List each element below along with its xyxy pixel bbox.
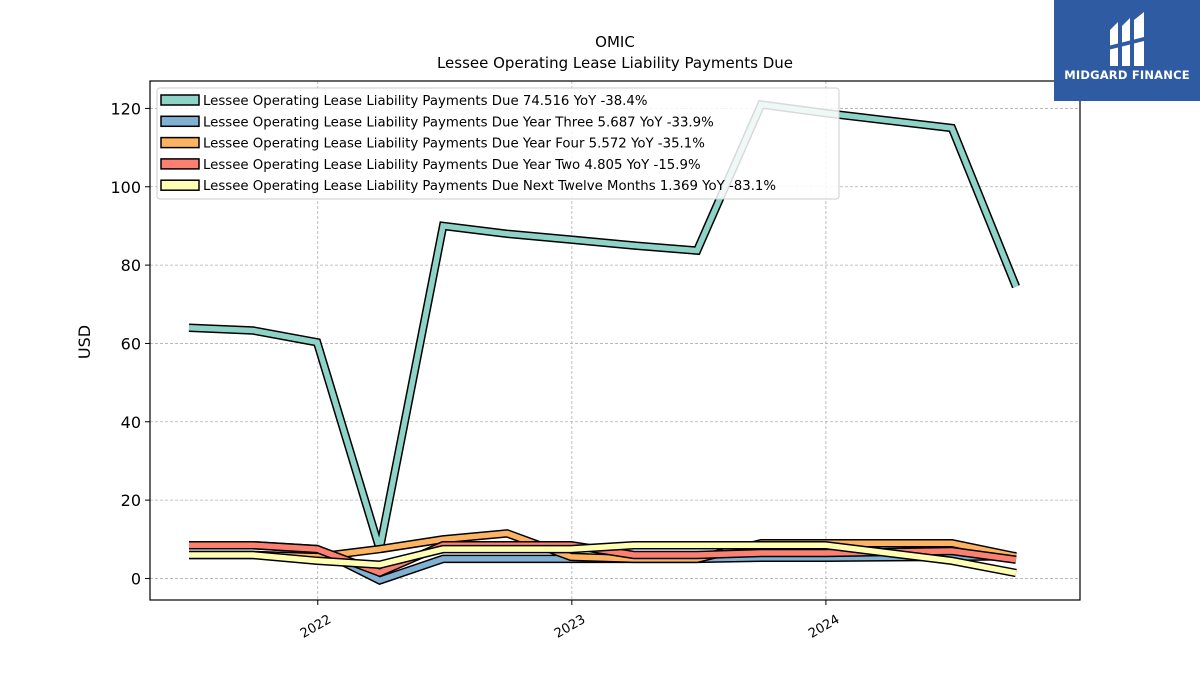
midgard-logo-icon [1108, 12, 1148, 66]
legend-swatch [160, 158, 200, 170]
brand-name: MIDGARD FINANCE [1064, 68, 1190, 82]
y-tick-label: 120 [110, 99, 141, 118]
x-tick-label: 2024 [806, 612, 842, 642]
y-tick-label: 20 [121, 491, 141, 510]
legend-entry: Lessee Operating Lease Liability Payment… [203, 179, 776, 194]
y-tick-label: 60 [121, 334, 141, 353]
x-tick-label: 2023 [552, 612, 588, 642]
y-tick-label: 40 [121, 413, 141, 432]
brand-logo: MIDGARD FINANCE [1054, 0, 1200, 101]
legend-swatch [160, 179, 200, 191]
legend-entry: Lessee Operating Lease Liability Payment… [203, 158, 701, 173]
y-axis-label: USD [75, 325, 94, 359]
series-stroke [189, 542, 1017, 576]
plot-frame [149, 80, 1081, 601]
legend-entry: Lessee Operating Lease Liability Payment… [203, 94, 648, 109]
legend-swatch [160, 94, 200, 106]
legend-box [156, 87, 840, 200]
y-tick-label: 0 [131, 569, 141, 588]
legend-entry: Lessee Operating Lease Liability Payment… [203, 115, 714, 130]
legend-entry: Lessee Operating Lease Liability Payment… [203, 137, 705, 152]
y-tick-label: 80 [121, 256, 141, 275]
x-tick-label: 2022 [298, 612, 334, 642]
legend-swatch [160, 115, 200, 128]
chart-title: Lessee Operating Lease Liability Payment… [437, 54, 793, 72]
legend: Lessee Operating Lease Liability Payment… [156, 87, 840, 200]
legend-swatch [160, 136, 200, 149]
y-tick-label: 100 [110, 178, 141, 197]
chart-company: OMIC [595, 33, 635, 51]
series-4-line [189, 540, 1017, 578]
